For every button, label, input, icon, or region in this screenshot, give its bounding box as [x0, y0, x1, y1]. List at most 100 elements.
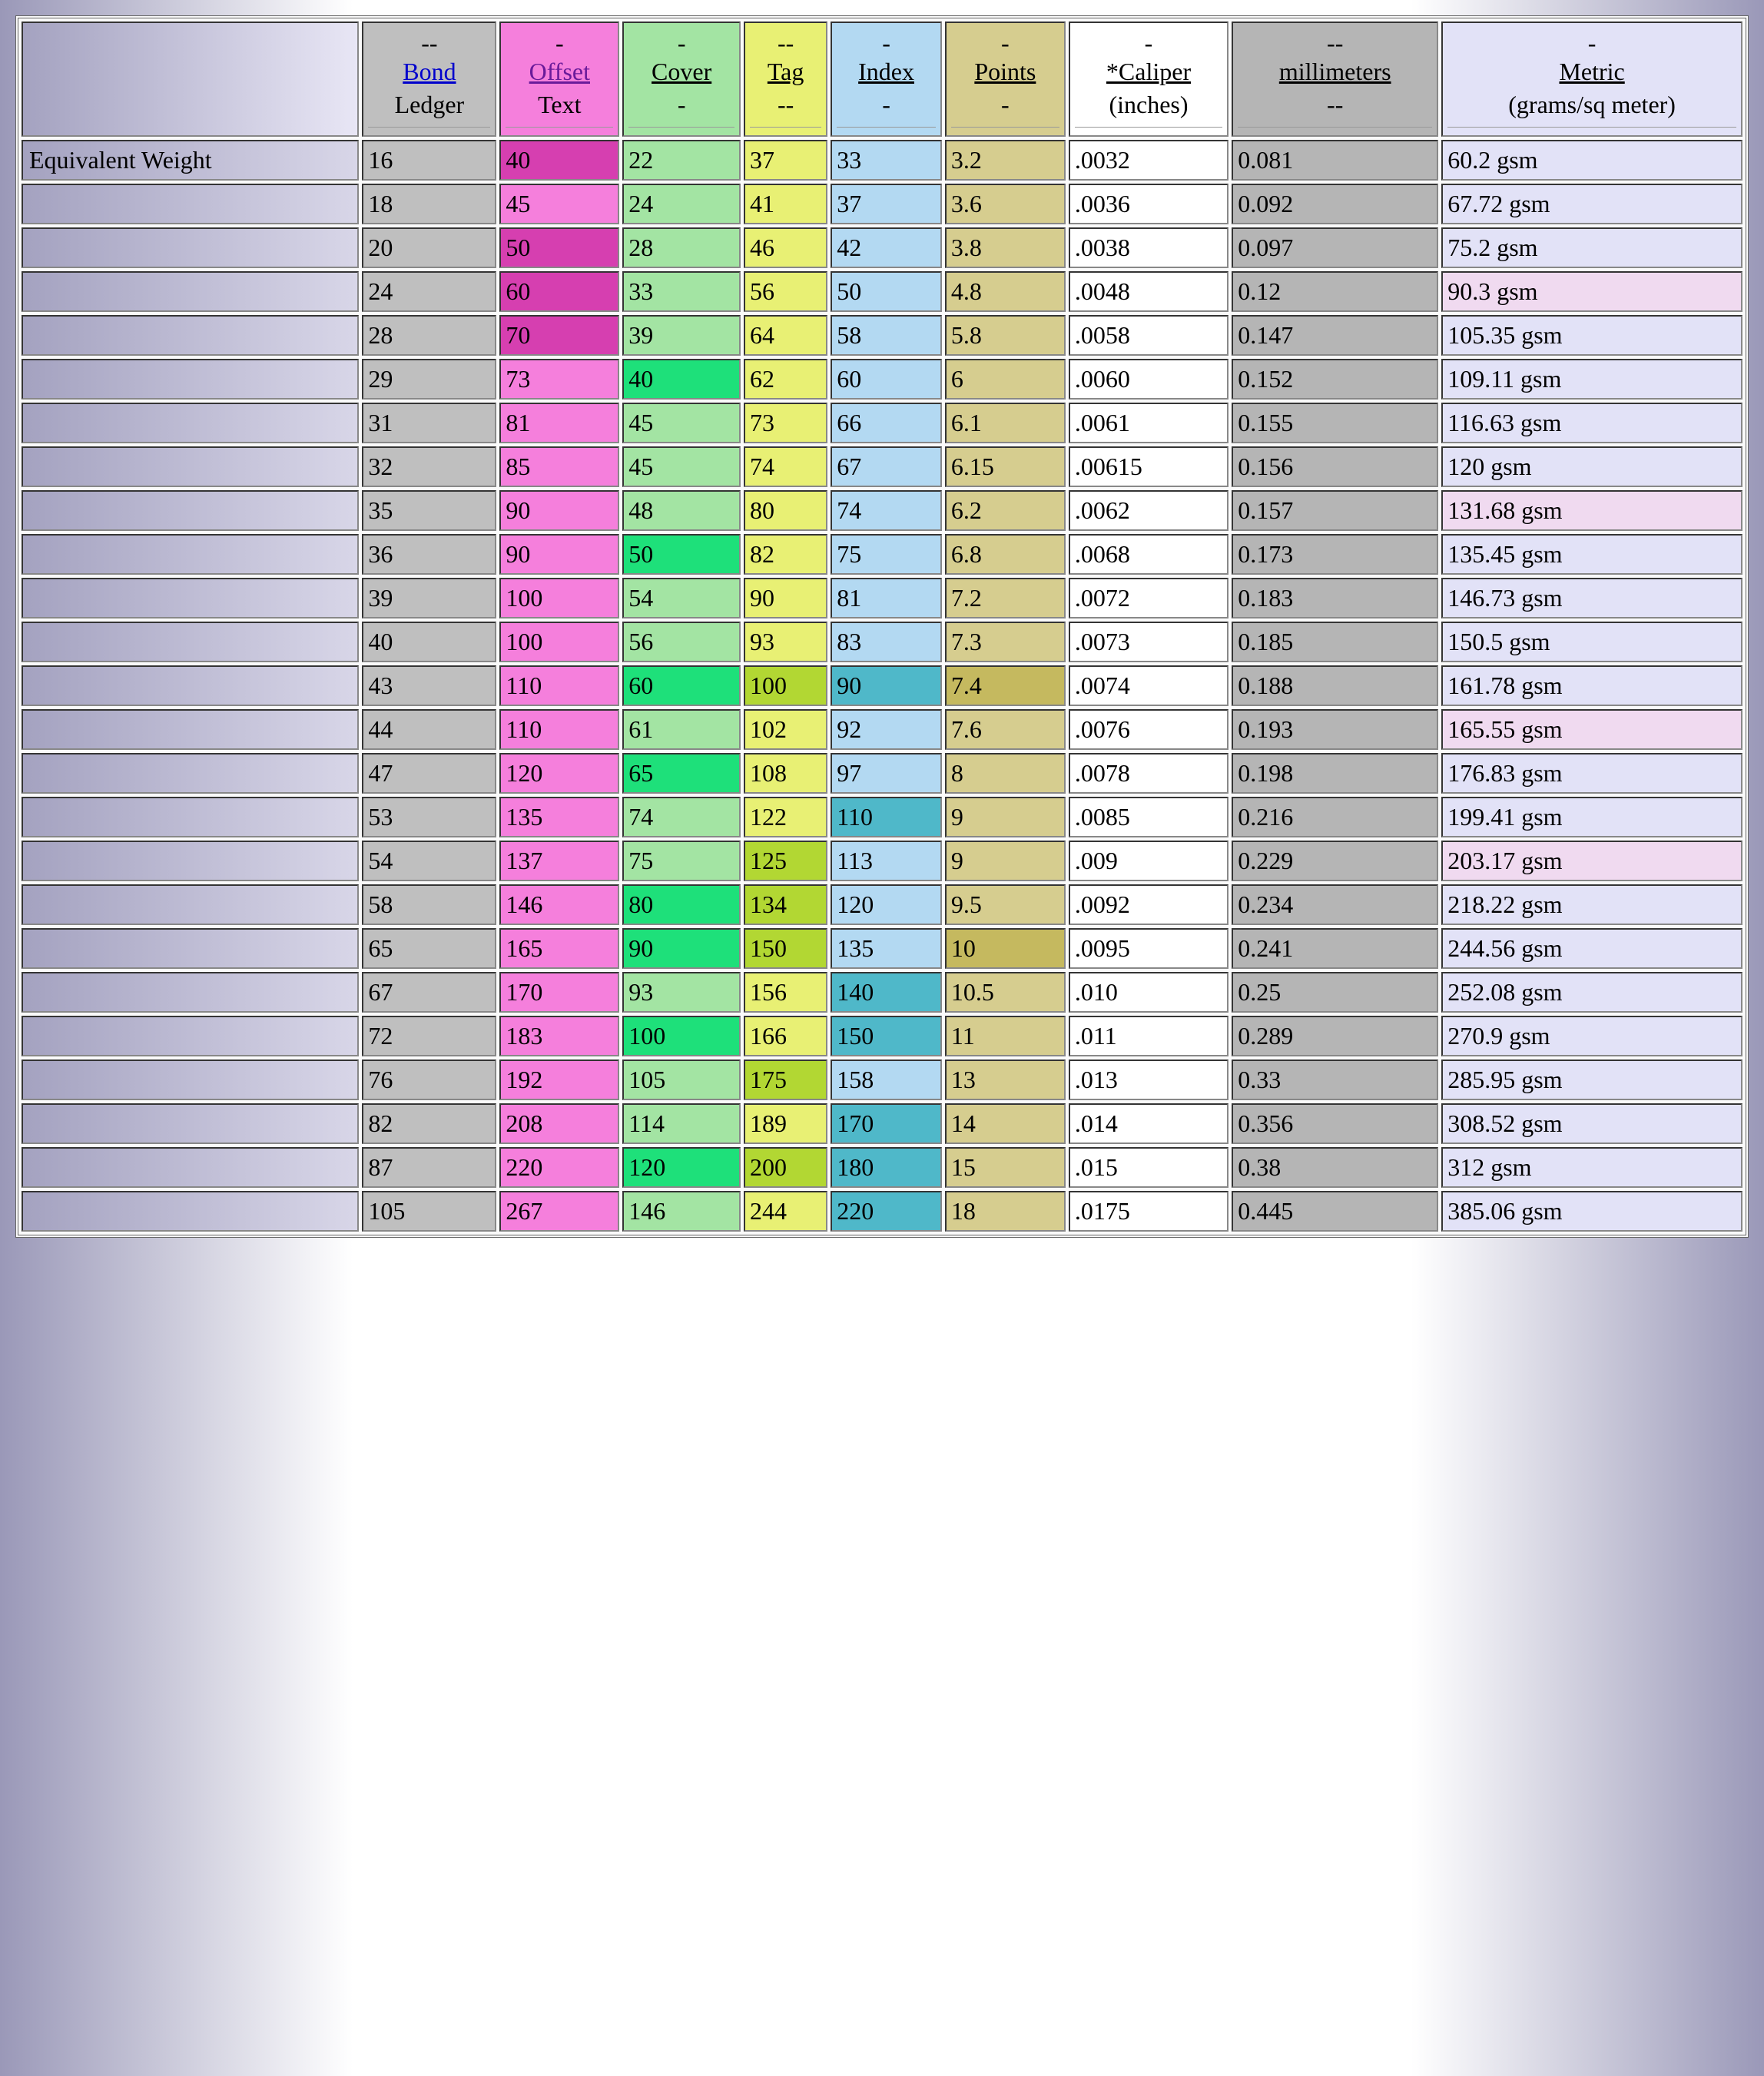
row-label	[22, 534, 359, 575]
header-metric: - Metric (grams/sq meter)	[1441, 22, 1742, 137]
cell-tag: 37	[744, 140, 827, 181]
cell-bond: 31	[362, 403, 496, 443]
cell-offset: 170	[499, 972, 619, 1013]
cell-bond: 47	[362, 753, 496, 794]
table-row: 35904880746.2.00620.157131.68 gsm	[22, 490, 1742, 531]
cell-points: 3.6	[945, 184, 1066, 224]
cell-index: 140	[831, 972, 942, 1013]
header-caliper-top: -	[1073, 29, 1224, 58]
table-body: Equivalent Weight16402237333.2.00320.081…	[22, 140, 1742, 1232]
cell-cover: 146	[622, 1191, 741, 1232]
cell-tag: 74	[744, 446, 827, 487]
header-bond: -- Bond Ledger	[362, 22, 496, 137]
table-row: 10526714624422018.01750.445385.06 gsm	[22, 1191, 1742, 1232]
row-label	[22, 446, 359, 487]
header-bond-link[interactable]: Bond	[366, 58, 492, 86]
row-label	[22, 271, 359, 312]
cell-caliper: .0058	[1069, 315, 1228, 356]
table-row: 58146801341209.5.00920.234218.22 gsm	[22, 884, 1742, 925]
cell-caliper: .0032	[1069, 140, 1228, 181]
cell-cover: 74	[622, 797, 741, 837]
row-label	[22, 665, 359, 706]
cell-index: 158	[831, 1060, 942, 1100]
cell-cover: 114	[622, 1103, 741, 1144]
cell-mm: 0.147	[1232, 315, 1438, 356]
cell-mm: 0.33	[1232, 1060, 1438, 1100]
cell-tag: 41	[744, 184, 827, 224]
header-points-link: Points	[950, 58, 1061, 86]
cell-tag: 100	[744, 665, 827, 706]
header-metric-top: -	[1446, 29, 1738, 58]
header-metric-link: Metric	[1446, 58, 1738, 86]
cell-caliper: .0095	[1069, 928, 1228, 969]
cell-offset: 90	[499, 490, 619, 531]
table-row: 4712065108978.00780.198176.83 gsm	[22, 753, 1742, 794]
cell-cover: 90	[622, 928, 741, 969]
header-mm-sub: --	[1236, 91, 1434, 119]
cell-mm: 0.229	[1232, 841, 1438, 881]
cell-caliper: .0061	[1069, 403, 1228, 443]
cell-offset: 165	[499, 928, 619, 969]
cell-caliper: .013	[1069, 1060, 1228, 1100]
cell-offset: 267	[499, 1191, 619, 1232]
cell-bond: 43	[362, 665, 496, 706]
cell-points: 5.8	[945, 315, 1066, 356]
cell-points: 18	[945, 1191, 1066, 1232]
cell-cover: 24	[622, 184, 741, 224]
cell-metric: 252.08 gsm	[1441, 972, 1742, 1013]
cell-index: 66	[831, 403, 942, 443]
cell-caliper: .0036	[1069, 184, 1228, 224]
cell-index: 220	[831, 1191, 942, 1232]
cell-offset: 192	[499, 1060, 619, 1100]
cell-bond: 58	[362, 884, 496, 925]
cell-points: 8	[945, 753, 1066, 794]
cell-bond: 72	[362, 1016, 496, 1056]
row-label	[22, 1147, 359, 1188]
cell-caliper: .009	[1069, 841, 1228, 881]
cell-metric: 131.68 gsm	[1441, 490, 1742, 531]
cell-points: 7.6	[945, 709, 1066, 750]
cell-metric: 60.2 gsm	[1441, 140, 1742, 181]
table-row: 8220811418917014.0140.356308.52 gsm	[22, 1103, 1742, 1144]
cell-mm: 0.081	[1232, 140, 1438, 181]
cell-points: 10	[945, 928, 1066, 969]
cell-cover: 80	[622, 884, 741, 925]
cell-mm: 0.173	[1232, 534, 1438, 575]
cell-metric: 116.63 gsm	[1441, 403, 1742, 443]
cell-tag: 108	[744, 753, 827, 794]
cell-mm: 0.356	[1232, 1103, 1438, 1144]
cell-tag: 200	[744, 1147, 827, 1188]
cell-index: 180	[831, 1147, 942, 1188]
table-row: 7619210517515813.0130.33285.95 gsm	[22, 1060, 1742, 1100]
header-index-link: Index	[835, 58, 937, 86]
row-label	[22, 359, 359, 400]
cell-points: 3.8	[945, 227, 1066, 268]
cell-index: 75	[831, 534, 942, 575]
cell-metric: 176.83 gsm	[1441, 753, 1742, 794]
cell-bond: 76	[362, 1060, 496, 1100]
cell-offset: 90	[499, 534, 619, 575]
cell-bond: 82	[362, 1103, 496, 1144]
row-label	[22, 184, 359, 224]
row-label	[22, 622, 359, 662]
cell-bond: 105	[362, 1191, 496, 1232]
table-row: 20502846423.8.00380.09775.2 gsm	[22, 227, 1742, 268]
header-bond-sub: Ledger	[366, 91, 492, 119]
cell-tag: 80	[744, 490, 827, 531]
header-caliper-link: *Caliper	[1073, 58, 1224, 86]
cell-tag: 125	[744, 841, 827, 881]
table-row: 29734062606.00600.152109.11 gsm	[22, 359, 1742, 400]
cell-cover: 60	[622, 665, 741, 706]
table-row: 28703964585.8.00580.147105.35 gsm	[22, 315, 1742, 356]
cell-index: 92	[831, 709, 942, 750]
cell-offset: 183	[499, 1016, 619, 1056]
cell-metric: 109.11 gsm	[1441, 359, 1742, 400]
header-points-sub: -	[950, 91, 1061, 119]
cell-caliper: .0175	[1069, 1191, 1228, 1232]
cell-index: 58	[831, 315, 942, 356]
cell-caliper: .0038	[1069, 227, 1228, 268]
table-row: 24603356504.8.00480.1290.3 gsm	[22, 271, 1742, 312]
header-offset-link[interactable]: Offset	[504, 58, 615, 86]
cell-caliper: .0092	[1069, 884, 1228, 925]
table-row: 36905082756.8.00680.173135.45 gsm	[22, 534, 1742, 575]
